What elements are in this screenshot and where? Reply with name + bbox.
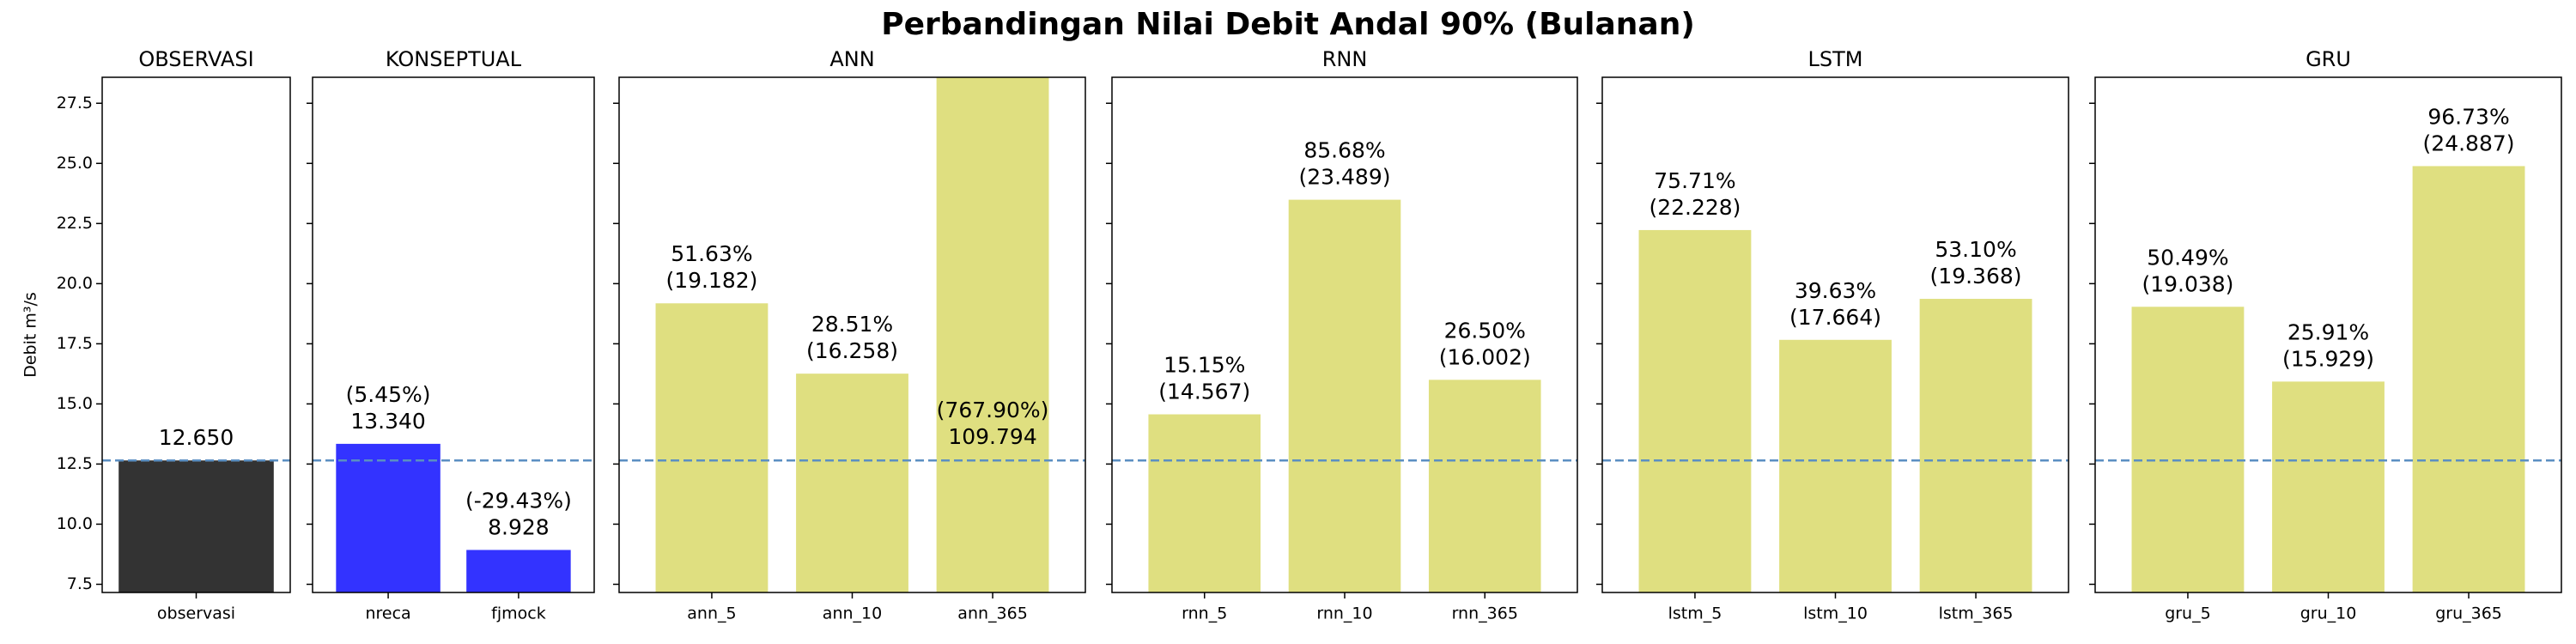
y-tick-label: 15.0 — [57, 394, 93, 413]
axes-frame — [2094, 76, 2562, 593]
percent-label: 50.49% — [2147, 245, 2228, 270]
value-label: 109.794 — [948, 424, 1036, 449]
plot-area — [1148, 199, 1541, 592]
x-tick-label: lstm_10 — [1803, 605, 1868, 623]
plot-area — [2131, 166, 2525, 592]
y-tick-label: 12.5 — [57, 454, 93, 473]
panel-title: ANN — [829, 47, 874, 71]
x-tick-label: gru_5 — [2165, 605, 2211, 623]
percent-label: 96.73% — [2427, 104, 2509, 129]
bar — [1288, 199, 1401, 592]
value-label: (22.228) — [1649, 195, 1741, 220]
x-tick-label: observasi — [157, 605, 235, 623]
axes-frame — [618, 76, 1086, 593]
panel-title: RNN — [1322, 47, 1368, 71]
percent-label: 26.50% — [1444, 318, 1526, 343]
value-label: (17.664) — [1789, 305, 1881, 330]
y-tick-label: 7.5 — [67, 574, 93, 593]
y-axis-label: Debit m³/s — [21, 292, 40, 378]
plot-area — [336, 443, 571, 592]
bar — [936, 77, 1049, 592]
x-tick-label: ann_5 — [687, 605, 736, 623]
percent-label: (-29.43%) — [465, 488, 572, 513]
x-tick-label: lstm_5 — [1668, 605, 1722, 623]
bar — [1428, 380, 1541, 592]
percent-label: (5.45%) — [346, 382, 431, 407]
plot-area — [118, 460, 274, 592]
bar — [118, 460, 274, 592]
value-label: (16.002) — [1439, 344, 1531, 369]
percent-label: 75.71% — [1654, 168, 1735, 193]
percent-label: (767.90%) — [937, 398, 1049, 422]
panel-title: GRU — [2306, 47, 2351, 71]
x-tick-label: rnn_365 — [1452, 605, 1518, 623]
bar — [466, 550, 571, 592]
x-tick-label: fjmock — [491, 605, 546, 623]
bar — [1779, 339, 1892, 592]
percent-label: 53.10% — [1935, 237, 2016, 262]
x-tick-label: lstm_365 — [1939, 605, 2014, 623]
plot-area — [1638, 229, 2032, 592]
bar — [2412, 166, 2525, 592]
percent-label: 25.91% — [2287, 319, 2369, 344]
bar — [336, 443, 440, 592]
y-tick-label: 17.5 — [57, 334, 93, 353]
panel-title: KONSEPTUAL — [386, 47, 522, 71]
bar — [2272, 381, 2385, 592]
axes-frame — [312, 76, 595, 593]
value-label: 12.650 — [159, 425, 234, 450]
value-label: (24.887) — [2423, 131, 2515, 155]
x-tick-label: ann_365 — [957, 605, 1028, 623]
figure-title: Perbandingan Nilai Debit Andal 90% (Bula… — [881, 7, 1695, 42]
y-tick-label: 27.5 — [57, 94, 93, 112]
bar — [1638, 229, 1752, 592]
y-tick-label: 22.5 — [57, 214, 93, 233]
axes-frame — [1601, 76, 2069, 593]
axes-frame — [1111, 76, 1578, 593]
value-label: (23.489) — [1299, 165, 1391, 190]
x-tick-label: ann_10 — [823, 605, 882, 623]
value-label: (15.929) — [2282, 346, 2374, 371]
y-tick-label: 10.0 — [57, 514, 93, 533]
y-tick-label: 20.0 — [57, 274, 93, 293]
percent-label: 28.51% — [811, 312, 893, 337]
percent-label: 39.63% — [1795, 278, 1876, 303]
bar — [796, 374, 908, 592]
x-tick-label: gru_10 — [2300, 605, 2357, 623]
y-tick-label: 25.0 — [57, 154, 93, 173]
bar — [655, 303, 769, 592]
value-label: 8.928 — [488, 514, 550, 539]
value-label: (19.368) — [1930, 264, 2022, 289]
x-tick-label: rnn_5 — [1182, 605, 1227, 623]
value-label: (14.567) — [1158, 380, 1250, 404]
x-tick-label: gru_365 — [2435, 605, 2502, 623]
x-tick-label: rnn_10 — [1316, 605, 1372, 623]
panel-title: LSTM — [1808, 47, 1863, 71]
bar — [1919, 299, 2032, 592]
value-label: 13.340 — [350, 409, 425, 434]
value-label: (19.182) — [665, 268, 757, 293]
value-label: (16.258) — [806, 338, 898, 363]
panel-title: OBSERVASI — [138, 47, 253, 71]
x-tick-label: nreca — [365, 605, 410, 623]
bar — [1148, 414, 1261, 592]
percent-label: 51.63% — [671, 241, 752, 266]
bar — [2131, 307, 2245, 592]
value-label: (19.038) — [2142, 271, 2233, 296]
percent-label: 85.68% — [1303, 138, 1385, 163]
percent-label: 15.15% — [1163, 353, 1245, 378]
plot-area — [655, 77, 1049, 592]
axes-frame — [101, 76, 291, 593]
